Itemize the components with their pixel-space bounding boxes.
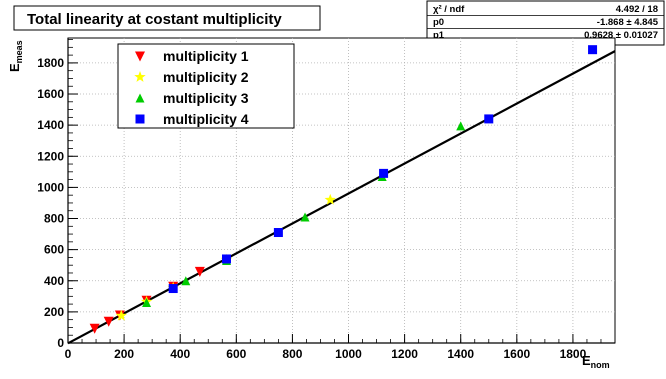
y-axis-label-main: E [7,63,22,72]
data-point-series-1 [89,323,100,334]
title-box: Total linearity at costant multiplicity [13,5,321,31]
stats-label: p1 [433,30,445,41]
stats-label: χ² / ndf [433,4,465,15]
x-tick-label: 0 [65,347,72,361]
y-tick-label: 1200 [37,149,64,163]
y-tick-label: 200 [44,305,64,319]
stats-value: 4.492 / 18 [616,4,658,15]
y-tick-label: 800 [44,212,64,226]
legend-label-2: multiplicity 2 [163,69,249,85]
x-tick-label: 800 [282,347,302,361]
stats-rows: χ² / ndf 4.492 / 18 p0 -1.868 ± 4.845 p1 0.96… [427,4,664,41]
x-tick-label: 1000 [335,347,362,361]
data-point-series-3 [181,276,191,286]
x-axis-label-main: E [582,353,591,368]
x-tick-label: 1200 [391,347,418,361]
legend-marker-1 [135,51,145,62]
x-tick-label: 1800 [560,347,587,361]
data-point-series-1 [194,266,205,277]
data-point-series-4 [168,284,178,294]
data-point-series-4 [273,228,283,238]
y-tick-label: 1600 [37,87,64,101]
y-axis: 0 200 400 600 800 1000 1200 1400 1600 1800 [37,38,78,350]
stats-label: p0 [433,17,444,28]
stats-value: -1.868 ± 4.845 [597,17,659,28]
x-tick-label: 400 [170,347,190,361]
data-point-series-2 [324,193,336,205]
data-point-series-3 [300,212,310,222]
y-axis-label: Emeas [7,40,24,72]
fit-line [67,50,616,345]
legend: multiplicity 1 multiplicity 2 multiplicity… [117,43,295,129]
grid-lines [68,38,615,343]
data-point-series-4 [588,45,598,55]
data-point-series-3 [456,121,466,131]
x-axis-label-sub: nom [591,360,610,370]
legend-marker-4 [135,114,145,124]
data-point-series-1 [103,316,114,327]
x-axis-label: Enom [582,353,610,370]
legend-label-1: multiplicity 1 [163,48,249,64]
y-tick-label: 1800 [37,56,64,70]
legend-items: multiplicity 1 multiplicity 2 multiplicity… [134,48,249,127]
y-tick-label: 600 [44,243,64,257]
data-point-series-3 [142,298,152,308]
data-point-series-4 [484,114,494,124]
data-point-series-2 [115,309,127,321]
y-axis-label-sub: meas [14,40,24,63]
x-tick-label: 200 [114,347,134,361]
y-tick-label: 400 [44,274,64,288]
x-axis: 0 200 400 600 800 1000 1200 1400 1600 1800 [65,334,616,361]
data-point-series-4 [221,254,231,264]
points-layer [89,45,598,334]
stats-value: 0.9628 ± 0.01027 [584,30,658,41]
legend-marker-3 [135,93,145,103]
chart-title: Total linearity at costant multiplicity [27,11,282,28]
y-tick-label: 1400 [37,118,64,132]
x-tick-label: 1600 [503,347,530,361]
x-tick-label: 1400 [447,347,474,361]
y-tick-label: 0 [57,336,64,350]
legend-marker-2 [134,71,146,82]
x-tick-label: 600 [226,347,246,361]
legend-label-3: multiplicity 3 [163,90,249,106]
y-tick-label: 1000 [37,180,64,194]
data-point-series-4 [379,168,389,178]
fit-layer [67,50,616,345]
legend-label-4: multiplicity 4 [163,111,249,127]
